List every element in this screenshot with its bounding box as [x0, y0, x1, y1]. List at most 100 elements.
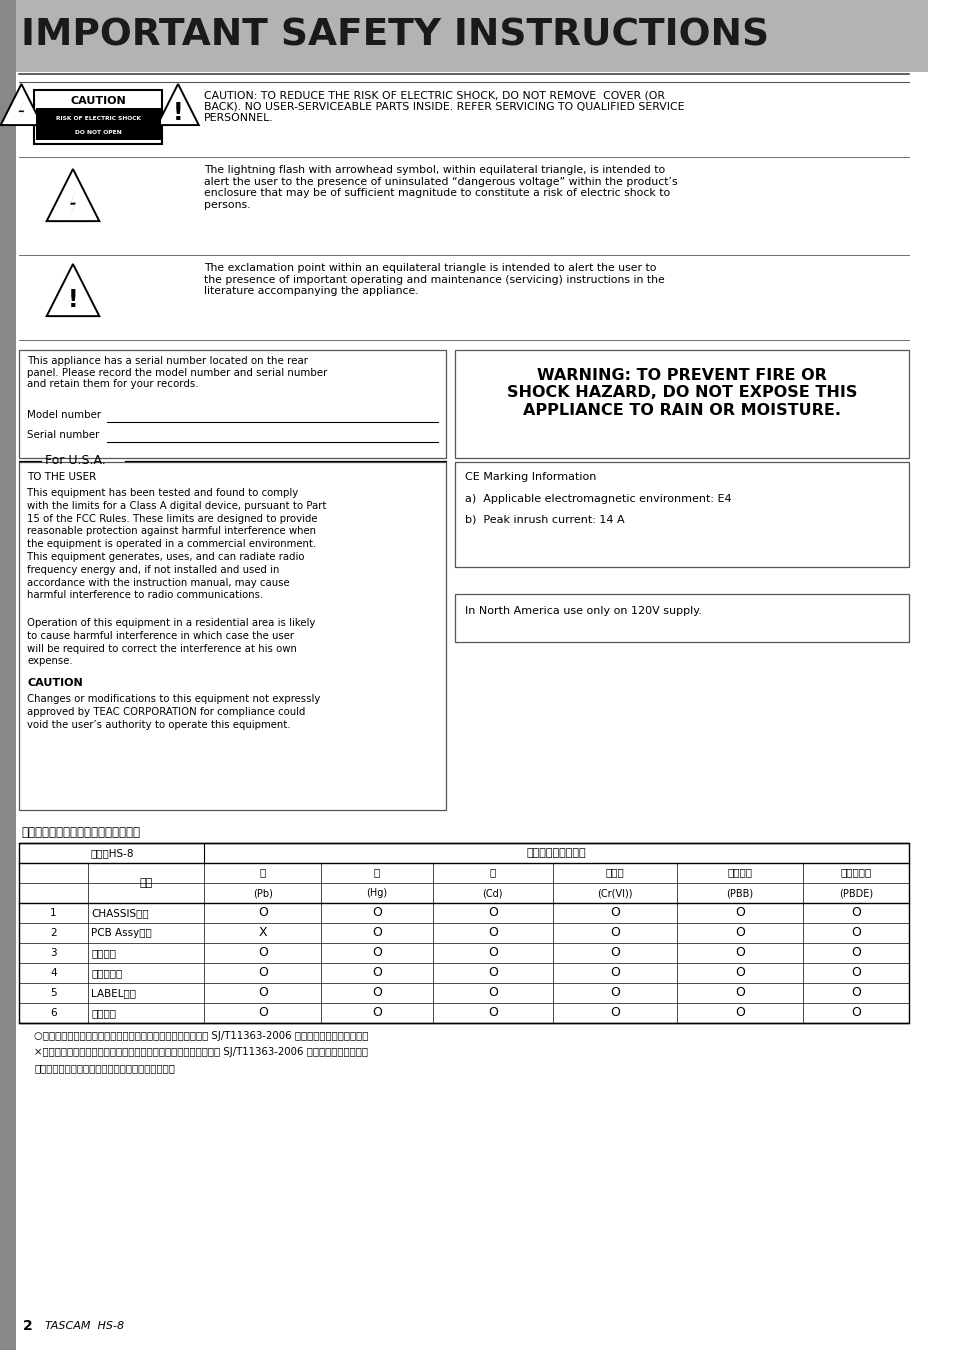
Text: This appliance has a serial number located on the rear
panel. Please record the : This appliance has a serial number locat… [28, 356, 327, 389]
Text: ×：表示该有毒有害物质至少在该部件的某一均质材料中的含量超出 SJ/T11363-2006 标准规定的限量要求。: ×：表示该有毒有害物质至少在该部件的某一均质材料中的含量超出 SJ/T11363… [34, 1048, 368, 1057]
FancyBboxPatch shape [19, 462, 445, 810]
Text: O: O [609, 926, 619, 940]
Text: This equipment has been tested and found to comply
with the limits for a Class A: This equipment has been tested and found… [28, 487, 326, 601]
Text: CAUTION: CAUTION [71, 96, 126, 107]
Text: O: O [609, 946, 619, 960]
Text: Changes or modifications to this equipment not expressly
approved by TEAC CORPOR: Changes or modifications to this equipme… [28, 694, 320, 729]
Text: O: O [372, 967, 381, 980]
Text: O: O [850, 926, 860, 940]
Text: O: O [734, 926, 744, 940]
Text: In North America use only on 120V supply.: In North America use only on 120V supply… [464, 606, 701, 616]
Text: RISK OF ELECTRIC SHOCK: RISK OF ELECTRIC SHOCK [55, 116, 141, 120]
Text: (Hg): (Hg) [366, 888, 387, 898]
Text: 2: 2 [51, 927, 57, 938]
Text: X: X [258, 926, 267, 940]
Text: PCB Assy部份: PCB Assy部份 [91, 927, 152, 938]
Text: O: O [487, 1007, 497, 1019]
Text: The lightning flash with arrowhead symbol, within equilateral triangle, is inten: The lightning flash with arrowhead symbo… [204, 165, 678, 209]
Text: O: O [734, 967, 744, 980]
Text: 线材部份: 线材部份 [91, 948, 116, 958]
FancyBboxPatch shape [19, 350, 445, 458]
Text: O: O [487, 906, 497, 919]
Text: IMPORTANT SAFETY INSTRUCTIONS: IMPORTANT SAFETY INSTRUCTIONS [21, 18, 769, 54]
Text: O: O [257, 1007, 268, 1019]
Text: O: O [372, 987, 381, 999]
FancyBboxPatch shape [19, 842, 908, 1023]
Text: O: O [609, 906, 619, 919]
Text: O: O [609, 967, 619, 980]
Text: 机种：HS-8: 机种：HS-8 [90, 848, 133, 859]
Text: !: ! [68, 289, 78, 312]
Text: 多溯二苯醚: 多溯二苯醚 [840, 867, 870, 878]
Text: 有毒有害物质或元素: 有毒有害物质或元素 [526, 848, 586, 859]
Polygon shape [1, 84, 42, 126]
Text: O: O [850, 906, 860, 919]
Text: O: O [487, 987, 497, 999]
Text: O: O [257, 906, 268, 919]
Text: O: O [372, 906, 381, 919]
Text: O: O [257, 946, 268, 960]
Text: CAUTION: TO REDUCE THE RISK OF ELECTRIC SHOCK, DO NOT REMOVE  COVER (OR
BACK). N: CAUTION: TO REDUCE THE RISK OF ELECTRIC … [204, 90, 684, 123]
Text: a)  Applicable electromagnetic environment: E4: a) Applicable electromagnetic environmen… [464, 494, 731, 504]
Text: The exclamation point within an equilateral triangle is intended to alert the us: The exclamation point within an equilate… [204, 263, 664, 296]
Text: 汞: 汞 [374, 867, 379, 878]
Text: CE Marking Information: CE Marking Information [464, 472, 596, 482]
Text: WARNING: TO PREVENT FIRE OR
SHOCK HAZARD, DO NOT EXPOSE THIS
APPLIANCE TO RAIN O: WARNING: TO PREVENT FIRE OR SHOCK HAZARD… [506, 369, 857, 417]
Text: ○：表示该有毒有害物质在该部件所有均质材料中的含有量均在 SJ/T11363-2006 标准规定的限量要求以下。: ○：表示该有毒有害物质在该部件所有均质材料中的含有量均在 SJ/T11363-2… [34, 1031, 368, 1041]
Text: O: O [850, 1007, 860, 1019]
Text: CHASSIS部份: CHASSIS部份 [91, 909, 149, 918]
Text: O: O [734, 987, 744, 999]
Text: O: O [372, 946, 381, 960]
Text: O: O [257, 967, 268, 980]
Text: 六价铬: 六价铬 [605, 867, 623, 878]
Text: b)  Peak inrush current: 14 A: b) Peak inrush current: 14 A [464, 514, 624, 524]
Polygon shape [157, 84, 198, 126]
Text: O: O [257, 987, 268, 999]
Text: O: O [487, 967, 497, 980]
Text: 鲁: 鲁 [259, 867, 266, 878]
FancyBboxPatch shape [455, 350, 908, 458]
FancyBboxPatch shape [34, 90, 162, 144]
Text: (Pb): (Pb) [253, 888, 273, 898]
Polygon shape [69, 189, 77, 219]
Text: O: O [850, 987, 860, 999]
Text: 附属品部份: 附属品部份 [91, 968, 123, 977]
Text: 品名: 品名 [139, 878, 152, 888]
Polygon shape [17, 100, 26, 123]
Text: O: O [850, 946, 860, 960]
Text: O: O [372, 926, 381, 940]
Polygon shape [47, 265, 99, 316]
Text: O: O [850, 967, 860, 980]
Text: O: O [734, 906, 744, 919]
Text: 1: 1 [51, 909, 57, 918]
Text: O: O [609, 1007, 619, 1019]
Text: O: O [734, 1007, 744, 1019]
FancyBboxPatch shape [0, 0, 927, 72]
Text: DO NOT OPEN: DO NOT OPEN [75, 130, 122, 135]
Text: O: O [609, 987, 619, 999]
Text: For U.S.A.: For U.S.A. [45, 454, 106, 467]
Text: 多溯联苯: 多溯联苯 [726, 867, 752, 878]
Text: 4: 4 [51, 968, 57, 977]
FancyBboxPatch shape [36, 108, 160, 140]
Text: TASCAM  HS-8: TASCAM HS-8 [45, 1322, 124, 1331]
FancyBboxPatch shape [0, 0, 15, 1350]
Text: (PBB): (PBB) [725, 888, 753, 898]
FancyBboxPatch shape [455, 462, 908, 567]
Text: O: O [734, 946, 744, 960]
Text: 3: 3 [51, 948, 57, 958]
Text: O: O [487, 946, 497, 960]
Text: Model number: Model number [28, 410, 101, 420]
Text: 2: 2 [23, 1319, 33, 1332]
Text: Operation of this equipment in a residential area is likely
to cause harmful int: Operation of this equipment in a residen… [28, 618, 315, 667]
Text: O: O [487, 926, 497, 940]
Text: Serial number: Serial number [28, 431, 99, 440]
Text: LABEL部份: LABEL部份 [91, 988, 136, 998]
Text: TO THE USER: TO THE USER [28, 472, 96, 482]
Text: (PBDE): (PBDE) [838, 888, 872, 898]
Text: 产品有毒有害物质或元素的名称及含量: 产品有毒有害物质或元素的名称及含量 [21, 826, 140, 838]
Text: 5: 5 [51, 988, 57, 998]
Text: !: ! [172, 101, 183, 124]
Polygon shape [47, 169, 99, 221]
Text: CAUTION: CAUTION [28, 678, 83, 688]
